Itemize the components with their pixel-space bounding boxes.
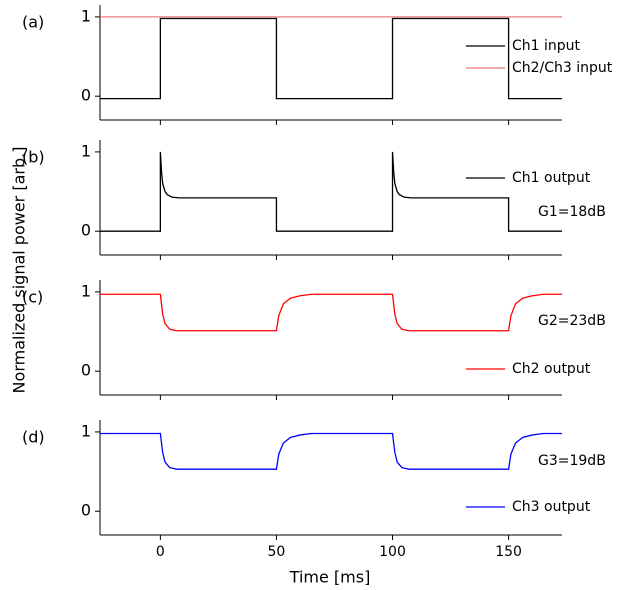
y-tick-label: 1 bbox=[81, 281, 91, 300]
panel-label: (a) bbox=[22, 12, 44, 31]
y-tick-label: 1 bbox=[81, 421, 91, 440]
data-line bbox=[100, 293, 562, 332]
y-axis-label: Normalized signal power [arb.] bbox=[10, 147, 29, 394]
panel-label: (c) bbox=[22, 287, 43, 306]
x-axis-label: Time [ms] bbox=[289, 568, 371, 587]
panel-label: (d) bbox=[22, 427, 45, 446]
y-tick-label: 0 bbox=[81, 501, 91, 520]
x-tick-label: 150 bbox=[495, 544, 522, 560]
y-tick-label: 0 bbox=[81, 361, 91, 380]
x-tick-label: 50 bbox=[268, 544, 286, 560]
data-line bbox=[100, 151, 562, 232]
y-tick-label: 1 bbox=[81, 141, 91, 160]
annotation: G3=19dB bbox=[538, 453, 606, 469]
y-tick-label: 1 bbox=[81, 6, 91, 25]
legend-label: Ch2 output bbox=[512, 361, 591, 377]
data-line bbox=[100, 432, 562, 470]
annotation: G2=23dB bbox=[538, 313, 606, 329]
legend-label: Ch2/Ch3 input bbox=[512, 60, 613, 76]
legend-label: Ch3 output bbox=[512, 499, 591, 515]
annotation: G1=18dB bbox=[538, 204, 606, 220]
panel-label: (b) bbox=[22, 147, 45, 166]
legend-label: Ch1 input bbox=[512, 38, 581, 54]
y-tick-label: 0 bbox=[81, 86, 91, 105]
legend-label: Ch1 output bbox=[512, 170, 591, 186]
y-tick-label: 0 bbox=[81, 221, 91, 240]
x-tick-label: 100 bbox=[379, 544, 406, 560]
data-line bbox=[100, 17, 562, 100]
x-tick-label: 0 bbox=[156, 544, 165, 560]
